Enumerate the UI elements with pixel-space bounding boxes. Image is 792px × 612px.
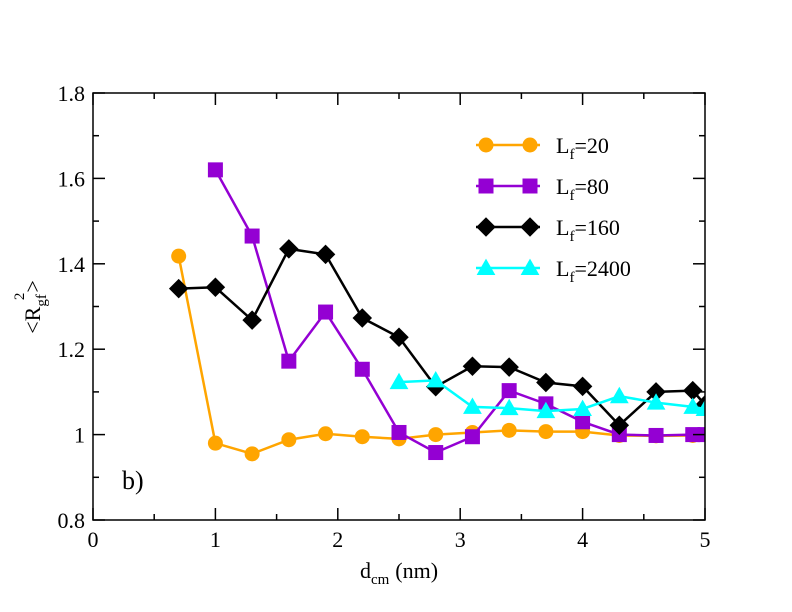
data-point xyxy=(609,415,630,435)
data-point xyxy=(464,429,480,445)
data-point xyxy=(683,380,703,401)
data-point xyxy=(244,446,260,462)
data-point xyxy=(499,357,519,377)
y-tick-label: 1.2 xyxy=(58,337,86,362)
data-point xyxy=(428,427,444,443)
x-tick-label: 1 xyxy=(210,527,221,552)
panel-label: b) xyxy=(122,466,144,495)
data-point xyxy=(426,370,446,388)
legend-marker xyxy=(522,178,538,194)
data-point xyxy=(242,310,262,330)
legend-marker xyxy=(476,258,496,276)
data-point xyxy=(168,278,189,299)
data-point xyxy=(171,248,187,264)
y-axis-label-close: > xyxy=(20,280,45,292)
y-tick-label: 1.6 xyxy=(58,166,86,191)
data-point xyxy=(646,393,666,410)
data-point xyxy=(501,383,517,399)
legend-label: Lf=2400 xyxy=(556,256,631,286)
x-tick-label: 2 xyxy=(332,527,343,552)
legend-label: Lf=20 xyxy=(556,133,609,163)
data-point xyxy=(575,414,591,430)
series-line-2 xyxy=(178,247,705,427)
data-point xyxy=(648,427,664,443)
data-point xyxy=(354,361,370,377)
series-3 xyxy=(389,370,705,419)
axes-layer: 0 1 2 3 4 5 0.8 1 1.2 1.4 1.6 1.8 xyxy=(58,81,711,552)
data-point xyxy=(281,353,297,369)
y-axis-label: <Rgf 2> xyxy=(12,280,50,334)
x-axis-label: dcm (nm) xyxy=(360,558,438,588)
data-point xyxy=(352,308,373,328)
series-1 xyxy=(207,162,705,461)
legend-label: Lf=160 xyxy=(556,215,620,245)
data-point xyxy=(536,401,556,419)
data-point xyxy=(354,429,370,445)
data-point xyxy=(244,228,260,244)
series-line-3 xyxy=(398,379,705,413)
legend-entry-3: Lf=2400 xyxy=(476,256,631,286)
data-point xyxy=(207,435,223,451)
legend-marker xyxy=(476,217,496,237)
y-tick-label: 0.8 xyxy=(58,508,86,533)
data-point xyxy=(538,424,554,440)
series-layer xyxy=(168,162,705,462)
data-point xyxy=(315,244,336,265)
legend-marker xyxy=(520,217,540,237)
data-point xyxy=(572,376,593,397)
data-point xyxy=(207,162,223,178)
y-axis-label-sub: gf xyxy=(34,294,50,307)
data-point xyxy=(389,327,409,347)
legend-marker xyxy=(520,258,540,276)
x-tick-label: 5 xyxy=(700,527,711,552)
x-axis-label-unit: (nm) xyxy=(395,558,438,583)
legend-marker xyxy=(478,137,494,153)
data-point xyxy=(609,386,629,404)
data-point xyxy=(318,304,334,320)
legend: Lf=20 Lf=80 Lf=160 Lf=2400 xyxy=(476,133,631,286)
x-tick-label: 4 xyxy=(577,527,588,552)
data-point xyxy=(279,239,299,259)
data-point xyxy=(205,277,226,298)
data-point xyxy=(428,445,444,461)
data-point xyxy=(573,399,592,417)
data-point xyxy=(318,426,334,442)
data-point xyxy=(389,372,409,390)
legend-marker xyxy=(478,178,494,194)
data-point xyxy=(462,356,483,377)
series-2 xyxy=(168,239,705,435)
data-point xyxy=(685,427,701,443)
data-point xyxy=(683,397,703,414)
data-point xyxy=(501,422,517,438)
data-point xyxy=(646,382,666,402)
legend-entry-1: Lf=80 xyxy=(476,174,609,204)
legend-entry-0: Lf=20 xyxy=(476,133,609,163)
y-tick-label: 1 xyxy=(74,423,85,448)
x-axis-label-main: d xyxy=(360,558,371,583)
data-point xyxy=(536,372,556,393)
x-tick-label: 3 xyxy=(455,527,466,552)
data-point xyxy=(281,432,297,448)
data-point xyxy=(391,424,407,440)
x-tick-label: 0 xyxy=(88,527,99,552)
legend-marker xyxy=(522,137,538,153)
legend-label: Lf=80 xyxy=(556,174,609,204)
data-point xyxy=(695,399,705,417)
data-point xyxy=(463,397,482,414)
y-axis-label-sup: 2 xyxy=(12,293,28,301)
y-tick-label: 1.4 xyxy=(58,252,86,277)
x-axis-label-sub: cm xyxy=(371,572,390,588)
data-point xyxy=(499,398,519,416)
y-axis-label-open: <R xyxy=(20,306,45,333)
y-tick-label: 1.8 xyxy=(58,81,86,106)
legend-entry-2: Lf=160 xyxy=(476,215,620,245)
